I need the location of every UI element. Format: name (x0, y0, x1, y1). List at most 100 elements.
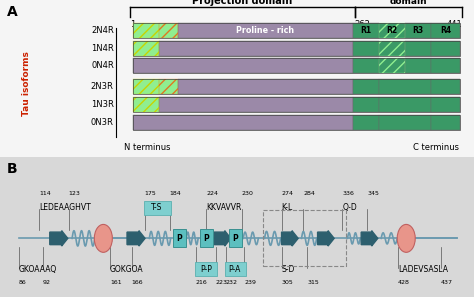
Bar (431, 41, 460, 56)
Text: K-L: K-L (282, 203, 293, 212)
Bar (379, 41, 405, 56)
Text: Microtubule binding
domain: Microtubule binding domain (357, 0, 460, 6)
Text: 224: 224 (206, 192, 218, 197)
Text: 437: 437 (441, 280, 453, 285)
Bar (133, 80, 460, 94)
Text: 166: 166 (132, 280, 144, 285)
Bar (133, 41, 159, 56)
Bar (431, 97, 460, 112)
Text: P: P (176, 234, 182, 243)
Bar (144, 201, 171, 215)
Text: 161: 161 (110, 280, 122, 285)
Text: 1N3R: 1N3R (91, 100, 114, 109)
Text: LADEVSASLA: LADEVSASLA (398, 265, 448, 274)
Bar (133, 80, 159, 94)
Bar (178, 23, 353, 38)
Text: 232: 232 (226, 280, 237, 285)
Text: 1: 1 (130, 20, 136, 29)
Text: 92: 92 (43, 280, 51, 285)
Bar (133, 58, 353, 73)
Bar (159, 23, 178, 38)
Text: 336: 336 (342, 192, 354, 197)
Text: R2: R2 (387, 26, 398, 35)
Text: 2N4R: 2N4R (91, 26, 114, 35)
Bar (353, 115, 379, 130)
Bar (379, 58, 405, 73)
Text: 123: 123 (69, 192, 81, 197)
Text: S-D: S-D (282, 265, 295, 274)
Bar (353, 41, 379, 56)
Bar (200, 229, 213, 247)
Text: 262: 262 (355, 20, 370, 29)
Text: KKVAVVR: KKVAVVR (206, 203, 242, 212)
Text: 1N4R: 1N4R (91, 44, 114, 53)
Text: P-P: P-P (200, 265, 212, 274)
Text: 2N3R: 2N3R (91, 83, 114, 91)
Bar (133, 23, 159, 38)
Text: Proline - rich: Proline - rich (237, 26, 294, 35)
Text: GKOAAAQ: GKOAAAQ (19, 265, 57, 274)
Text: 239: 239 (244, 280, 256, 285)
Text: 184: 184 (170, 192, 182, 197)
Text: Inserts: Inserts (145, 23, 171, 32)
Text: Tau isoforms: Tau isoforms (22, 51, 30, 116)
Text: 345: 345 (367, 192, 379, 197)
Text: R4: R4 (440, 26, 451, 35)
Bar (159, 23, 178, 38)
Text: A: A (7, 5, 18, 19)
Text: LEDEAAGHVT: LEDEAAGHVT (39, 203, 91, 212)
Bar (133, 115, 353, 130)
Text: 230: 230 (242, 192, 254, 197)
Bar (379, 58, 405, 73)
Text: 175: 175 (145, 192, 156, 197)
Bar (159, 80, 178, 94)
Text: C terminus: C terminus (413, 143, 459, 152)
Bar (353, 23, 379, 38)
Bar (405, 23, 431, 38)
Text: P: P (233, 234, 238, 243)
FancyArrow shape (214, 231, 231, 246)
Text: R1: R1 (361, 26, 372, 35)
Text: 305: 305 (282, 280, 293, 285)
Bar (405, 41, 431, 56)
Text: N terminus: N terminus (124, 143, 170, 152)
FancyArrow shape (50, 231, 68, 246)
Bar (431, 115, 460, 130)
Bar (133, 80, 159, 94)
Text: 0N4R: 0N4R (91, 61, 114, 70)
Text: 274: 274 (282, 192, 293, 197)
Text: Q-D: Q-D (342, 203, 357, 212)
Bar (133, 97, 460, 112)
Text: P-A: P-A (228, 265, 241, 274)
Bar (431, 80, 460, 94)
Text: P: P (203, 234, 209, 243)
Text: 441: 441 (447, 20, 462, 29)
Text: 86: 86 (19, 280, 27, 285)
Bar (133, 80, 460, 94)
Text: GOKGOA: GOKGOA (110, 265, 144, 274)
Bar (133, 41, 460, 56)
Ellipse shape (94, 225, 112, 252)
Bar (133, 115, 460, 130)
Bar (263, 211, 346, 266)
Text: B: B (7, 162, 18, 176)
Bar (431, 58, 460, 73)
Text: R3: R3 (413, 26, 424, 35)
Text: 216: 216 (196, 280, 208, 285)
Bar (379, 41, 405, 56)
Bar (159, 41, 353, 56)
Text: 428: 428 (398, 280, 410, 285)
Text: 0N3R: 0N3R (91, 118, 114, 127)
Bar (159, 97, 353, 112)
Text: Projection domain: Projection domain (192, 0, 292, 6)
Bar (133, 58, 460, 73)
Text: T-S: T-S (152, 203, 163, 212)
Bar (225, 262, 246, 276)
Text: 114: 114 (39, 192, 51, 197)
Bar (133, 97, 159, 112)
Bar (178, 80, 353, 94)
Bar (379, 97, 431, 112)
Bar (133, 23, 460, 38)
Bar (133, 41, 159, 56)
FancyArrow shape (127, 231, 145, 246)
